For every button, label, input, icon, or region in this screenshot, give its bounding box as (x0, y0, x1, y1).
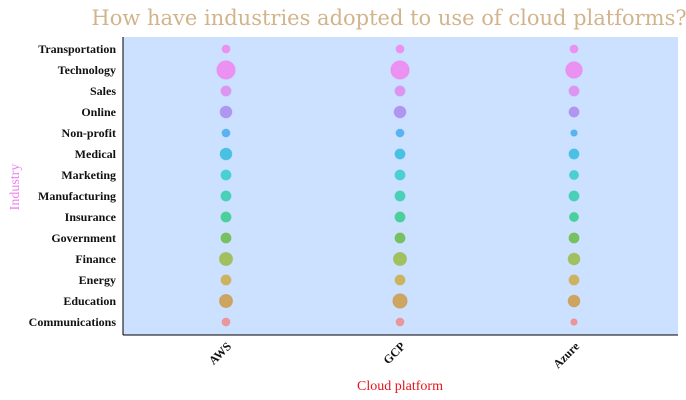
y-tick-label: Technology (58, 63, 116, 77)
data-point (395, 128, 405, 138)
chart-title: How have industries adopted to use of cl… (91, 6, 686, 30)
y-tick-label: Education (63, 294, 116, 308)
data-point (220, 85, 232, 97)
y-tick-label: Sales (90, 84, 116, 98)
data-point (219, 105, 233, 119)
data-point (221, 128, 231, 138)
data-point (568, 190, 580, 202)
y-tick-label: Non-profit (62, 126, 116, 140)
data-point (568, 232, 580, 244)
data-point (219, 294, 233, 308)
data-point (569, 170, 579, 180)
data-point (393, 252, 407, 266)
data-point (221, 317, 231, 327)
data-point (219, 252, 233, 266)
data-point (394, 148, 406, 160)
data-point (568, 106, 580, 118)
y-tick-label: Communications (29, 315, 117, 329)
data-point (394, 211, 406, 223)
data-point (568, 274, 580, 286)
data-point (220, 232, 232, 244)
y-tick-label: Manufacturing (38, 189, 116, 203)
y-axis-title: Industry (8, 164, 23, 211)
y-tick-label: Finance (75, 252, 116, 266)
y-tick-label: Medical (75, 147, 117, 161)
data-point (567, 252, 581, 266)
data-point (394, 85, 406, 97)
data-point (567, 294, 581, 308)
y-tick-label: Marketing (61, 168, 116, 182)
y-tick-labels: Transportation Technology Sales Online Non-p… (29, 42, 117, 329)
x-axis-title: Cloud platform (357, 379, 443, 394)
y-tick-label: Energy (79, 273, 116, 287)
data-point (220, 211, 232, 223)
x-tick-label: GCP (380, 339, 408, 367)
data-point (570, 318, 578, 326)
y-tick-label: Online (81, 105, 116, 119)
data-point (395, 44, 405, 54)
x-tick-labels: AWS GCP Azure (206, 339, 583, 371)
data-point (565, 61, 583, 79)
plot-area (123, 37, 678, 335)
data-point (569, 212, 579, 222)
y-tick-label: Insurance (65, 210, 117, 224)
data-point (221, 44, 231, 54)
data-points (216, 44, 583, 327)
data-point (568, 85, 580, 97)
data-point (393, 105, 407, 119)
data-point (394, 190, 406, 202)
data-point (394, 274, 406, 286)
data-point (392, 293, 408, 309)
data-point (220, 190, 232, 202)
data-point (394, 169, 406, 181)
data-point (568, 148, 580, 160)
data-point (569, 44, 579, 54)
data-point (570, 129, 578, 137)
data-point (220, 274, 232, 286)
data-point (390, 60, 410, 80)
x-tick-label: Azure (550, 339, 582, 371)
x-tick-label: AWS (206, 339, 235, 368)
data-point (395, 317, 405, 327)
y-tick-label: Government (51, 231, 116, 245)
data-point (394, 232, 406, 244)
data-point (216, 60, 236, 80)
data-point (220, 169, 232, 181)
data-point (219, 147, 233, 161)
y-tick-label: Transportation (38, 42, 116, 56)
